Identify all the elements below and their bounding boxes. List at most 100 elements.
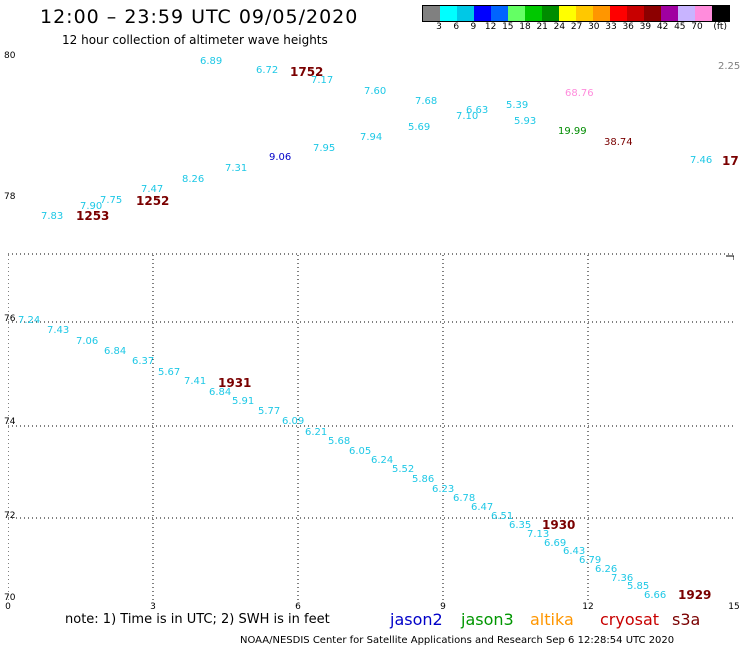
longitude-label: 6 [295,602,301,612]
wave-height-value: 7.41 [184,376,207,387]
scale-swatch [610,6,627,21]
scale-swatch [593,6,610,21]
scale-swatch [525,6,542,21]
wave-height-value: 6.69 [544,538,567,549]
color-scale-tick-labels: 3 6 9 12 15 18 21 24 27 30 33 36 39 42 45 70 (ft) [422,22,740,34]
pass-time-label: 17 [722,154,739,168]
longitude-label: 15 [728,602,740,612]
latitude-label: 80 [4,51,16,61]
longitude-label: 9 [440,602,446,612]
wave-height-value: 7.68 [415,96,438,107]
wave-height-value: 6.51 [491,511,514,522]
wave-height-value: 7.94 [360,132,383,143]
map-plot-area [8,253,734,600]
scale-tick-label: 15 [502,22,514,32]
wave-height-value: 7.46 [690,155,713,166]
wave-height-value: 19.99 [558,126,587,137]
longitude-label: 3 [150,602,156,612]
scale-swatch [559,6,576,21]
mission-legend-jason2: jason2 [390,610,443,629]
scale-swatch [491,6,508,21]
pass-time-label: 1752 [290,65,324,79]
wave-height-value: 6.84 [209,387,232,398]
wave-height-value: 7.95 [313,143,336,154]
scale-swatch [423,6,440,21]
scale-tick-label: (ft) [713,22,727,32]
wave-height-value: 6.89 [200,56,223,67]
wave-height-color-scale [422,5,730,22]
wave-height-value: 7.83 [41,211,64,222]
wave-height-value: 6.43 [563,546,586,557]
wave-height-value: 7.13 [527,529,550,540]
wave-height-value: 7.24 [18,315,41,326]
wave-height-value: 2.25 [718,61,740,72]
mission-legend-s3a: s3a [672,610,701,629]
wave-height-value: 7.31 [225,163,248,174]
scale-swatch [695,6,712,21]
wave-height-value: 6.05 [349,446,372,457]
credit-footer: NOAA/NESDIS Center for Satellite Applica… [240,635,675,646]
wave-height-value: 6.09 [282,416,305,427]
wave-height-value: 6.35 [509,520,532,531]
wave-height-value: 5.39 [506,100,529,111]
wave-height-value: 7.47 [141,184,164,195]
wave-height-value: 5.77 [258,406,281,417]
scale-swatch [508,6,525,21]
wave-height-value: 6.23 [432,484,455,495]
scale-tick-label: 12 [484,22,497,32]
wave-height-value: 38.74 [604,137,633,148]
scale-tick-label: 3 [436,22,442,32]
wave-height-value: 7.43 [47,325,70,336]
mission-legend-jason3: jason3 [461,610,514,629]
wave-height-value: 5.52 [392,464,415,475]
scale-tick-label: 36 [622,22,634,32]
mission-legend-altika: altika [530,610,574,629]
scale-tick-label: 42 [656,22,669,32]
latitude-label: 78 [4,192,16,202]
scale-tick-label: 39 [639,22,652,32]
scale-tick-label: 27 [570,22,583,32]
latitude-label: 72 [4,511,16,521]
units-note: note: 1) Time is in UTC; 2) SWH is in fe… [65,612,330,627]
wave-height-value: 7.60 [364,86,387,97]
mission-legend-cryosat: cryosat [600,610,660,629]
scale-tick-label: 21 [536,22,548,32]
wave-height-value: 5.85 [627,581,650,592]
longitude-label: 12 [582,602,594,612]
wave-height-value: 8.26 [182,174,205,185]
wave-height-value: 7.17 [311,75,334,86]
scale-swatch [644,6,661,21]
wave-height-value: 7.10 [456,111,479,122]
scale-tick-label: 24 [553,22,566,32]
wave-height-value: 5.86 [412,474,435,485]
scale-tick-label: 9 [470,22,477,32]
latitude-label: 70 [4,593,16,603]
wave-height-value: 6.37 [132,356,155,367]
wave-height-value: 5.91 [232,396,255,407]
pass-time-label: 1931 [218,376,252,390]
scale-swatch [440,6,457,21]
wave-height-value: 5.93 [514,116,537,127]
wave-height-value: 9.06 [269,152,292,163]
wave-height-value: 5.68 [328,436,351,447]
pass-time-label: 1252 [136,194,170,208]
wave-height-value: 5.67 [158,367,181,378]
wave-height-value: 6.21 [305,427,328,438]
scale-swatch [661,6,678,21]
wave-height-value: 68.76 [565,88,594,99]
wave-height-value: 7.06 [76,336,99,347]
scale-swatch [712,6,729,21]
wave-height-value: 6.24 [371,455,394,466]
scale-tick-label: 6 [453,22,460,32]
wave-height-value: 6.47 [471,502,494,513]
pass-time-label: 1929 [678,588,712,602]
latitude-label: 74 [4,417,16,427]
wave-height-value: 6.72 [256,65,279,76]
wave-height-value: 6.84 [104,346,127,357]
pass-time-label: 1930 [542,518,576,532]
scale-tick-label: 33 [605,22,617,32]
scale-tick-label: 30 [588,22,600,32]
latitude-label: 76 [4,314,16,324]
map-subtitle: 12 hour collection of altimeter wave hei… [62,33,328,47]
wave-height-value: 7.75 [100,195,123,206]
